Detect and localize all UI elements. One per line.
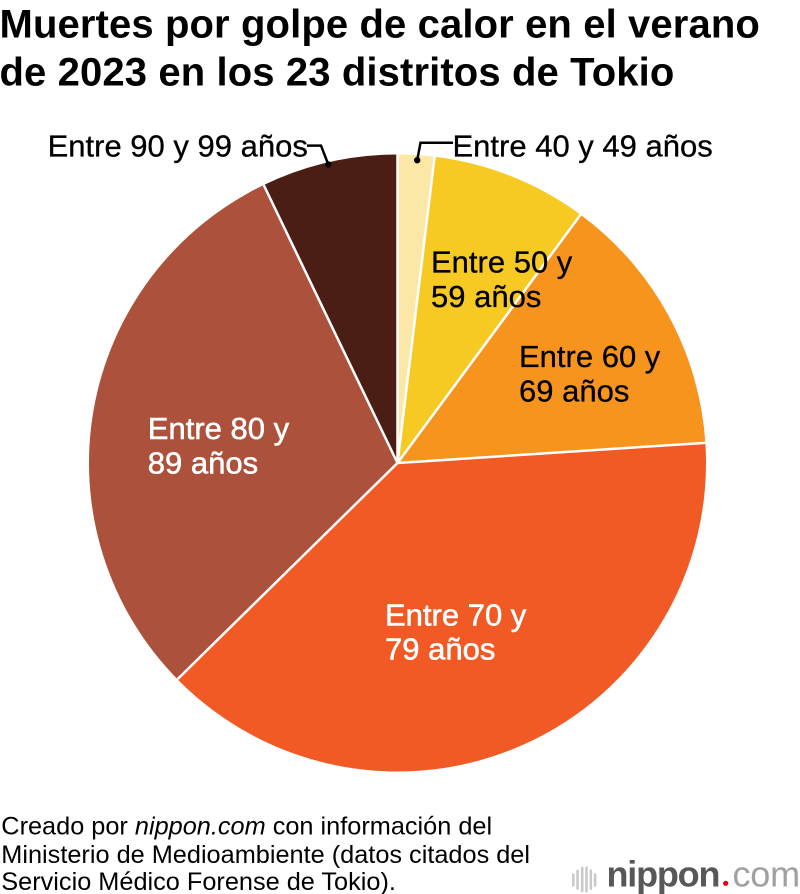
svg-text:89 años: 89 años bbox=[148, 445, 258, 480]
svg-text:Muertes por golpe de calor en: Muertes por golpe de calor en el verano bbox=[0, 3, 760, 47]
svg-text:Entre 70 y: Entre 70 y bbox=[385, 598, 527, 633]
svg-text:79 años: 79 años bbox=[385, 632, 495, 667]
svg-text:Servicio Médico Forense de Tok: Servicio Médico Forense de Tokio). bbox=[1, 868, 396, 894]
svg-text:Entre 60 y: Entre 60 y bbox=[519, 339, 661, 374]
svg-text:69 años: 69 años bbox=[519, 374, 629, 409]
svg-text:Entre 80 y: Entre 80 y bbox=[148, 411, 290, 446]
svg-text:Creado por nippon.com con info: Creado por nippon.com con información de… bbox=[1, 813, 492, 841]
svg-text:com: com bbox=[733, 854, 800, 894]
svg-text:Entre 50 y: Entre 50 y bbox=[431, 244, 573, 279]
svg-text:de 2023 en los 23 distritos de: de 2023 en los 23 distritos de Tokio bbox=[0, 51, 674, 95]
svg-text:Ministerio de Medioambiente (d: Ministerio de Medioambiente (datos citad… bbox=[1, 841, 530, 869]
svg-text:59 años: 59 años bbox=[431, 279, 541, 314]
svg-text:Entre 40 y 49 años: Entre 40 y 49 años bbox=[453, 129, 713, 164]
svg-text:nippon: nippon bbox=[607, 854, 720, 894]
svg-text:Entre 90 y 99 años: Entre 90 y 99 años bbox=[48, 129, 308, 164]
